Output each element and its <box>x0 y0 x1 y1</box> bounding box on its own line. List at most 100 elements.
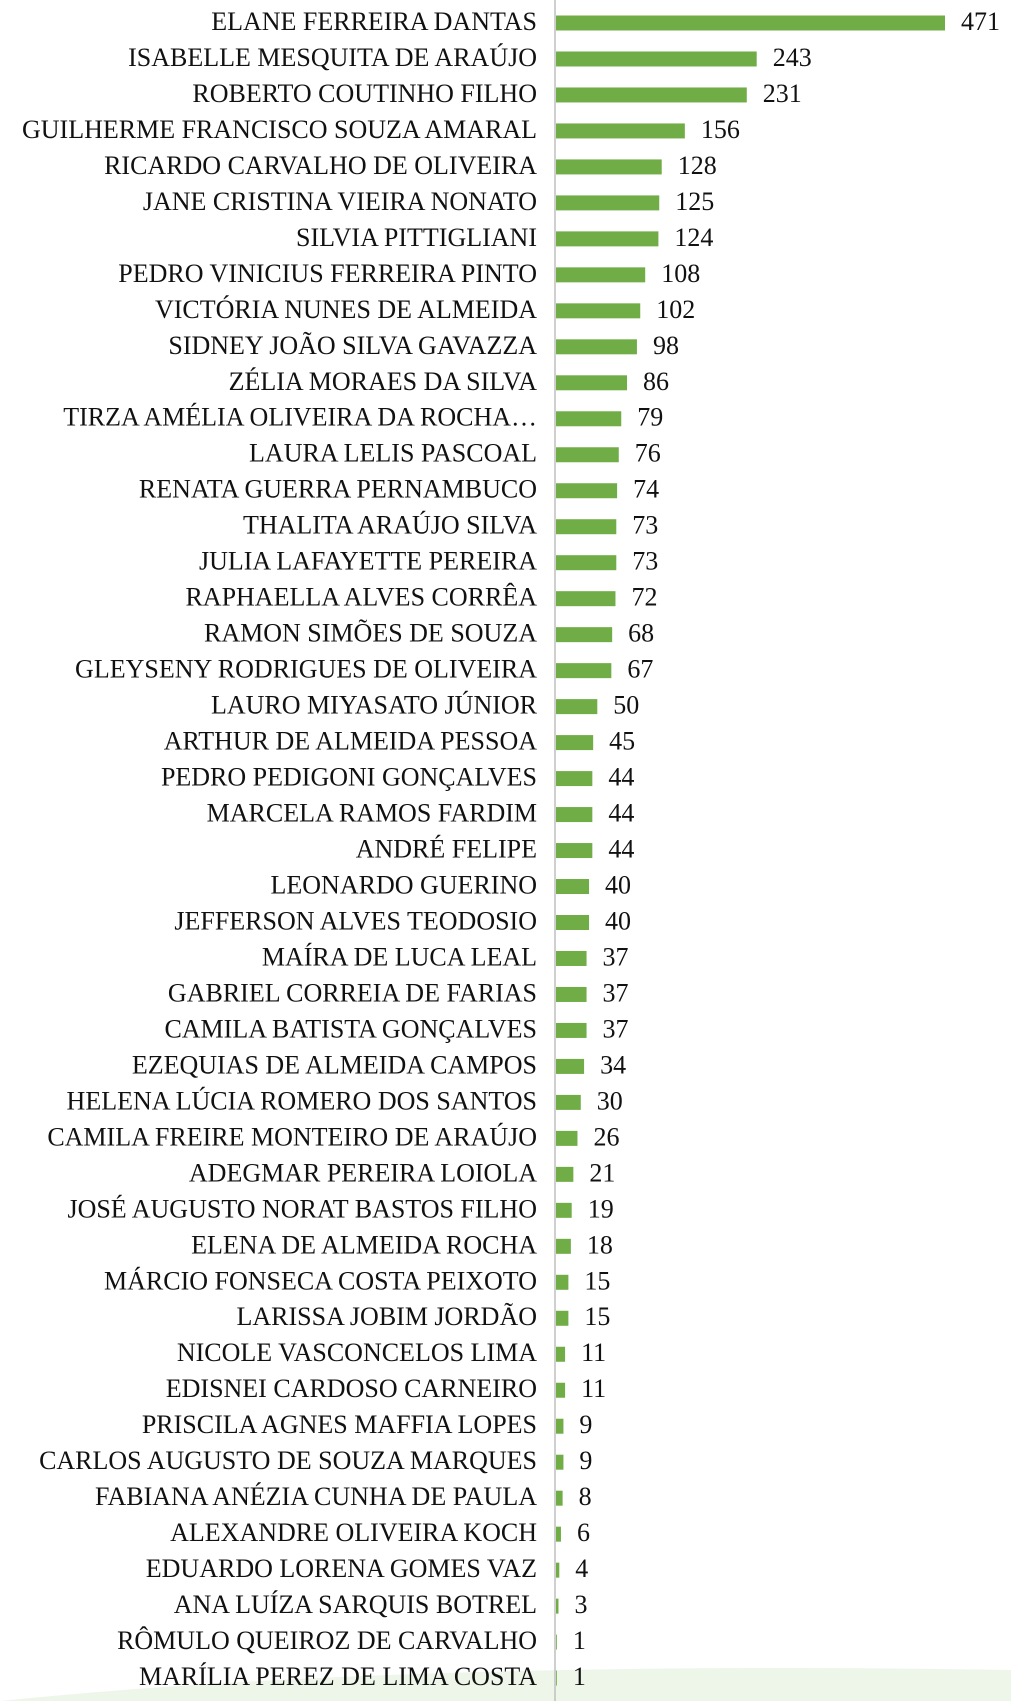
category-label: VICTÓRIA NUNES DE ALMEIDA <box>155 295 537 324</box>
category-label: SIDNEY JOÃO SILVA GAVAZZA <box>168 331 537 360</box>
value-label: 3 <box>574 1590 587 1619</box>
bar <box>556 1634 557 1650</box>
bar <box>556 950 587 966</box>
value-label: 73 <box>632 547 658 576</box>
value-label: 6 <box>577 1518 590 1547</box>
category-label: RAPHAELLA ALVES CORRÊA <box>185 583 537 612</box>
value-label: 21 <box>589 1158 615 1187</box>
bar <box>556 519 617 535</box>
value-label: 9 <box>579 1410 592 1439</box>
value-label: 34 <box>600 1050 626 1079</box>
bar <box>556 1670 557 1686</box>
bar <box>556 915 590 930</box>
value-label: 86 <box>643 367 669 396</box>
bar <box>556 1094 581 1110</box>
value-label: 44 <box>608 799 634 828</box>
category-label: LAURA LELIS PASCOAL <box>249 439 537 468</box>
value-label: 72 <box>631 583 657 612</box>
value-label: 125 <box>675 187 714 216</box>
bar <box>556 735 594 751</box>
category-label: EDUARDO LORENA GOMES VAZ <box>146 1554 537 1583</box>
category-label: CAMILA BATISTA GONÇALVES <box>164 1014 537 1043</box>
value-label: 108 <box>661 259 700 288</box>
bar <box>556 1562 560 1578</box>
value-label: 37 <box>603 1014 629 1043</box>
bar <box>556 1526 561 1542</box>
bar <box>556 375 628 391</box>
bar <box>556 447 619 463</box>
category-label: ANDRÉ FELIPE <box>356 835 537 864</box>
value-label: 74 <box>633 475 659 504</box>
category-label: PEDRO PEDIGONI GONÇALVES <box>161 763 537 792</box>
category-label: TIRZA AMÉLIA OLIVEIRA DA ROCHA… <box>63 403 537 432</box>
value-label: 26 <box>593 1122 619 1151</box>
value-label: 4 <box>575 1554 588 1583</box>
bar <box>556 159 662 175</box>
bar <box>556 1274 569 1290</box>
value-label: 15 <box>584 1302 610 1331</box>
bar <box>556 1382 566 1398</box>
category-label: ROBERTO COUTINHO FILHO <box>192 79 537 108</box>
value-label: 231 <box>763 79 802 108</box>
bar <box>556 807 593 823</box>
value-label: 67 <box>627 655 653 684</box>
bar <box>556 1418 564 1434</box>
value-label: 128 <box>678 151 717 180</box>
category-label: RENATA GUERRA PERNAMBUCO <box>139 475 537 504</box>
bar <box>556 303 641 319</box>
value-label: 37 <box>603 978 629 1007</box>
bar <box>556 1130 578 1146</box>
bar <box>556 879 590 895</box>
category-label: JOSÉ AUGUSTO NORAT BASTOS FILHO <box>67 1194 537 1223</box>
bar <box>556 1022 587 1038</box>
category-label: EZEQUIAS DE ALMEIDA CAMPOS <box>132 1050 537 1079</box>
category-label: LEONARDO GUERINO <box>271 870 537 899</box>
bar <box>556 267 646 283</box>
category-label: ELANE FERREIRA DANTAS <box>211 7 537 36</box>
category-label: ANA LUÍZA SARQUIS BOTREL <box>174 1590 537 1619</box>
value-label: 30 <box>597 1086 623 1115</box>
bar <box>556 1490 563 1506</box>
category-label: HELENA LÚCIA ROMERO DOS SANTOS <box>67 1086 537 1115</box>
category-label: JANE CRISTINA VIEIRA NONATO <box>143 187 537 216</box>
bar <box>556 1346 566 1362</box>
category-label: THALITA ARAÚJO SILVA <box>243 511 537 540</box>
category-label: ALEXANDRE OLIVEIRA KOCH <box>170 1518 537 1547</box>
decoration <box>0 1668 1011 1701</box>
bar <box>556 123 685 139</box>
value-label: 11 <box>581 1374 606 1403</box>
value-label: 1 <box>573 1662 586 1691</box>
bar <box>556 591 616 607</box>
value-label: 471 <box>961 7 1000 36</box>
bar <box>556 843 593 859</box>
bar <box>556 339 637 355</box>
category-label: ARTHUR DE ALMEIDA PESSOA <box>164 727 538 756</box>
value-label: 156 <box>701 115 740 144</box>
value-label: 44 <box>608 835 634 864</box>
bar <box>556 627 613 643</box>
category-label: JULIA LAFAYETTE PEREIRA <box>199 547 537 576</box>
category-label: LARISSA JOBIM JORDÃO <box>237 1302 538 1331</box>
category-label: RAMON SIMÕES DE SOUZA <box>204 619 537 648</box>
category-label: CAMILA FREIRE MONTEIRO DE ARAÚJO <box>47 1122 537 1151</box>
value-label: 124 <box>674 223 713 252</box>
value-label: 8 <box>579 1482 592 1511</box>
category-label: ADEGMAR PEREIRA LOIOLA <box>189 1158 537 1187</box>
bar <box>556 15 945 31</box>
bar <box>556 51 757 67</box>
value-label: 79 <box>637 403 663 432</box>
bar <box>556 986 587 1002</box>
value-label: 102 <box>656 295 695 324</box>
value-label: 40 <box>605 906 631 935</box>
category-label: NICOLE VASCONCELOS LIMA <box>177 1338 537 1367</box>
category-label: ZÉLIA MORAES DA SILVA <box>229 367 538 396</box>
value-label: 50 <box>613 691 639 720</box>
category-label: JEFFERSON ALVES TEODOSIO <box>174 906 537 935</box>
category-label: GABRIEL CORREIA DE FARIAS <box>168 978 537 1007</box>
category-label: MARCELA RAMOS FARDIM <box>207 799 537 828</box>
bar <box>556 411 622 427</box>
bar <box>556 1598 559 1614</box>
category-label: ELENA DE ALMEIDA ROCHA <box>191 1230 537 1259</box>
